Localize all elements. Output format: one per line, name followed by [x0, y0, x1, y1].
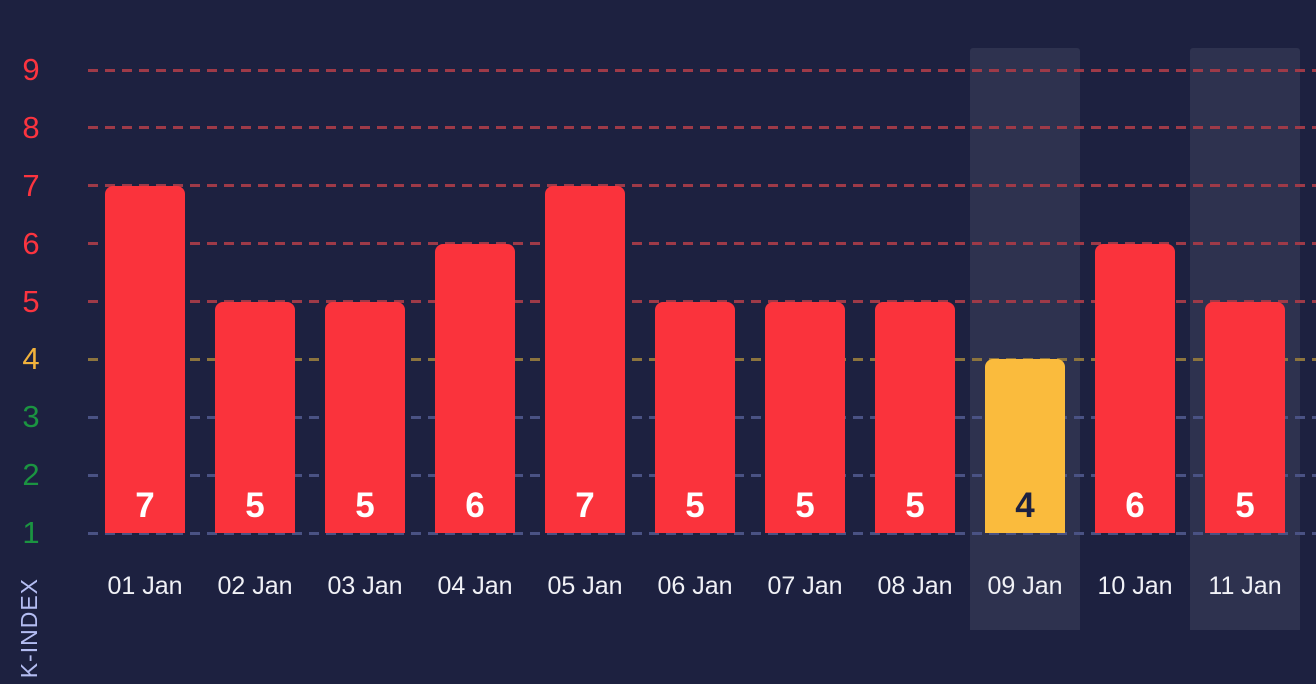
x-axis-date-label-11-jan: 11 Jan: [1208, 572, 1282, 600]
x-axis-date-label-06-jan: 06 Jan: [657, 572, 733, 600]
bar-06-jan[interactable]: 5: [655, 301, 735, 533]
y-axis-tick-label-6: 6: [22, 225, 40, 261]
y-axis-tick-label-8: 8: [22, 109, 40, 145]
x-axis-date-label-04-jan: 04 Jan: [437, 572, 513, 600]
x-axis-date-label-05-jan: 05 Jan: [547, 572, 623, 600]
y-axis-tick-label-1: 1: [22, 515, 40, 550]
bar-value-label: 7: [575, 486, 595, 525]
y-axis-tick-label-3: 3: [22, 399, 40, 435]
gridline-k7: [88, 184, 1316, 188]
gridline-k6: [88, 242, 1316, 246]
bar-03-jan[interactable]: 5: [325, 301, 405, 533]
y-axis-tick-label-4: 4: [22, 341, 40, 377]
bar-value-label: 5: [245, 486, 265, 525]
y-axis-title: K-INDEX: [16, 577, 42, 678]
bar-02-jan[interactable]: 5: [215, 301, 295, 533]
y-axis-tick-label-7: 7: [22, 167, 40, 203]
x-axis-date-label-10-jan: 10 Jan: [1097, 572, 1173, 600]
bar-11-jan[interactable]: 5: [1205, 301, 1285, 533]
x-axis-date-label-09-jan: 09 Jan: [987, 572, 1063, 600]
bar-value-label: 5: [795, 486, 815, 525]
bar-04-jan[interactable]: 6: [435, 243, 515, 533]
gridline-k1: [88, 531, 1316, 535]
x-axis-date-label-01-jan: 01 Jan: [107, 572, 183, 600]
y-axis-tick-label-2: 2: [22, 457, 40, 493]
bar-10-jan[interactable]: 6: [1095, 243, 1175, 533]
x-axis-date-label-02-jan: 02 Jan: [217, 572, 293, 600]
x-axis-date-label-03-jan: 03 Jan: [327, 572, 403, 600]
bar-08-jan[interactable]: 5: [875, 301, 955, 533]
bar-01-jan[interactable]: 7: [105, 185, 185, 533]
y-axis-tick-label-5: 5: [22, 283, 40, 319]
bar-09-jan[interactable]: 4: [985, 359, 1065, 533]
bar-05-jan[interactable]: 7: [545, 185, 625, 533]
y-axis-tick-label-9: 9: [22, 52, 40, 87]
gridline-k8: [88, 126, 1316, 130]
x-axis-date-label-08-jan: 08 Jan: [877, 572, 953, 600]
bar-value-label: 5: [1235, 486, 1255, 525]
bar-value-label: 6: [1125, 486, 1145, 525]
bar-value-label: 5: [685, 486, 705, 525]
x-axis-date-label-07-jan: 07 Jan: [767, 572, 843, 600]
bar-07-jan[interactable]: 5: [765, 301, 845, 533]
highlight-band-09-jan: [970, 48, 1080, 630]
bar-value-label: 5: [355, 486, 375, 525]
bar-value-label: 4: [1015, 486, 1035, 525]
bar-value-label: 7: [135, 486, 155, 525]
gridline-k9: [88, 68, 1316, 72]
bar-value-label: 5: [905, 486, 925, 525]
bar-value-label: 6: [465, 486, 485, 525]
